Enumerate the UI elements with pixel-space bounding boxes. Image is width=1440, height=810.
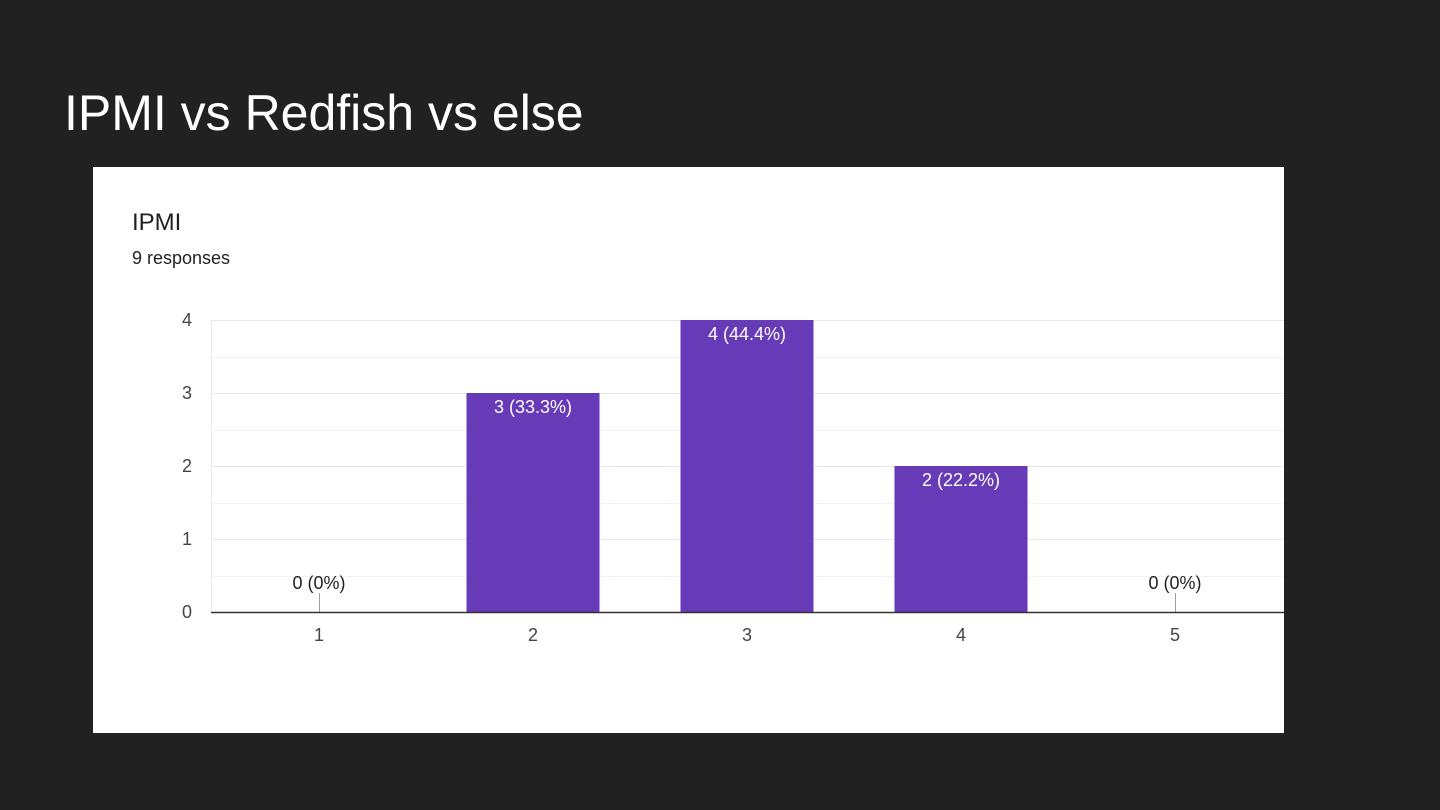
bars xyxy=(319,320,1176,612)
y-tick-label-4: 4 xyxy=(182,310,192,330)
bar-chart: 0 1 2 3 4 1 2 3 4 5 0 (0%) 3 (33.3%) 4 (44.4%) 2 (2… xyxy=(182,310,1284,645)
chart-card: IPMI 9 responses 0 1 2 3 4 1 2 3 4 5 0 (0%) 3 (33… xyxy=(93,167,1284,733)
y-tick-label-1: 1 xyxy=(182,529,192,549)
y-tick-label-3: 3 xyxy=(182,383,192,403)
data-labels: 0 (0%) 3 (33.3%) 4 (44.4%) 2 (22.2%) 0 (0%) xyxy=(292,324,1201,593)
y-tick-label-0: 0 xyxy=(182,602,192,622)
data-label-1: 0 (0%) xyxy=(292,573,345,593)
bar-4 xyxy=(894,466,1028,612)
x-tick-label-2: 2 xyxy=(528,625,538,645)
question-title: IPMI xyxy=(132,209,182,236)
x-axis-ticks: 1 2 3 4 5 xyxy=(314,625,1180,645)
data-label-3: 4 (44.4%) xyxy=(708,324,786,344)
y-axis-ticks: 0 1 2 3 4 xyxy=(182,310,192,622)
data-label-4: 2 (22.2%) xyxy=(922,470,1000,490)
bar-3 xyxy=(680,320,814,612)
bar-2 xyxy=(466,393,600,612)
x-tick-label-5: 5 xyxy=(1170,625,1180,645)
data-label-2: 3 (33.3%) xyxy=(494,397,572,417)
data-label-5: 0 (0%) xyxy=(1148,573,1201,593)
slide-title: IPMI vs Redfish vs else xyxy=(64,85,584,141)
x-tick-label-4: 4 xyxy=(956,625,966,645)
x-tick-label-1: 1 xyxy=(314,625,324,645)
y-tick-label-2: 2 xyxy=(182,456,192,476)
x-tick-label-3: 3 xyxy=(742,625,752,645)
response-count: 9 responses xyxy=(132,248,231,268)
